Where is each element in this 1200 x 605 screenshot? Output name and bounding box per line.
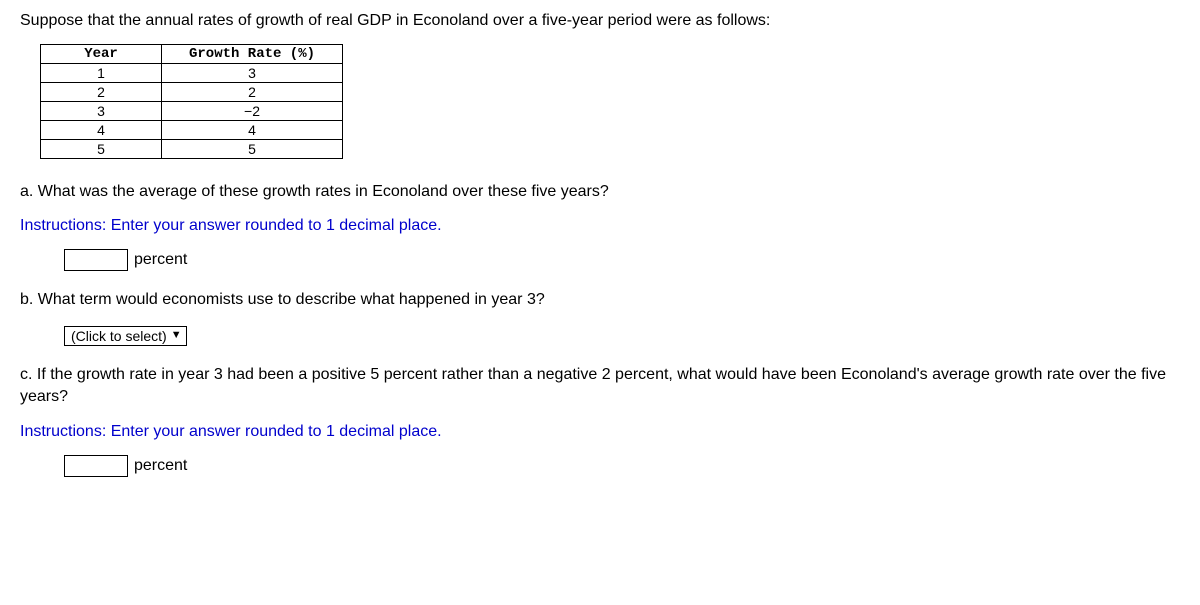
answer-input-a[interactable] [64,249,128,271]
cell-rate: 3 [162,64,343,83]
cell-rate: 2 [162,83,343,102]
instructions-a: Instructions: Enter your answer rounded … [20,217,1180,235]
answer-input-c[interactable] [64,455,128,477]
instructions-c: Instructions: Enter your answer rounded … [20,423,1180,441]
table-row: 4 4 [41,121,343,140]
cell-rate: 5 [162,140,343,159]
table-header-rate: Growth Rate (%) [162,45,343,64]
table-row: 3 −2 [41,102,343,121]
cell-rate: −2 [162,102,343,121]
table-header-year: Year [41,45,162,64]
chevron-down-icon: ▼ [171,330,182,341]
question-c: c. If the growth rate in year 3 had been… [20,364,1180,409]
answer-row-c: percent [64,455,1180,477]
table-row: 1 3 [41,64,343,83]
cell-year: 2 [41,83,162,102]
answer-row-a: percent [64,249,1180,271]
table-row: 2 2 [41,83,343,102]
table-row: 5 5 [41,140,343,159]
unit-label-c: percent [134,457,187,475]
cell-year: 1 [41,64,162,83]
question-b: b. What term would economists use to des… [20,289,1180,311]
cell-year: 4 [41,121,162,140]
select-b-label: (Click to select) [71,328,167,344]
select-b[interactable]: (Click to select) ▼ [64,326,187,346]
growth-table: Year Growth Rate (%) 1 3 2 2 3 −2 4 4 5 … [40,44,343,159]
cell-rate: 4 [162,121,343,140]
unit-label-a: percent [134,251,187,269]
cell-year: 5 [41,140,162,159]
question-a: a. What was the average of these growth … [20,181,1180,203]
cell-year: 3 [41,102,162,121]
intro-text: Suppose that the annual rates of growth … [20,12,1180,30]
